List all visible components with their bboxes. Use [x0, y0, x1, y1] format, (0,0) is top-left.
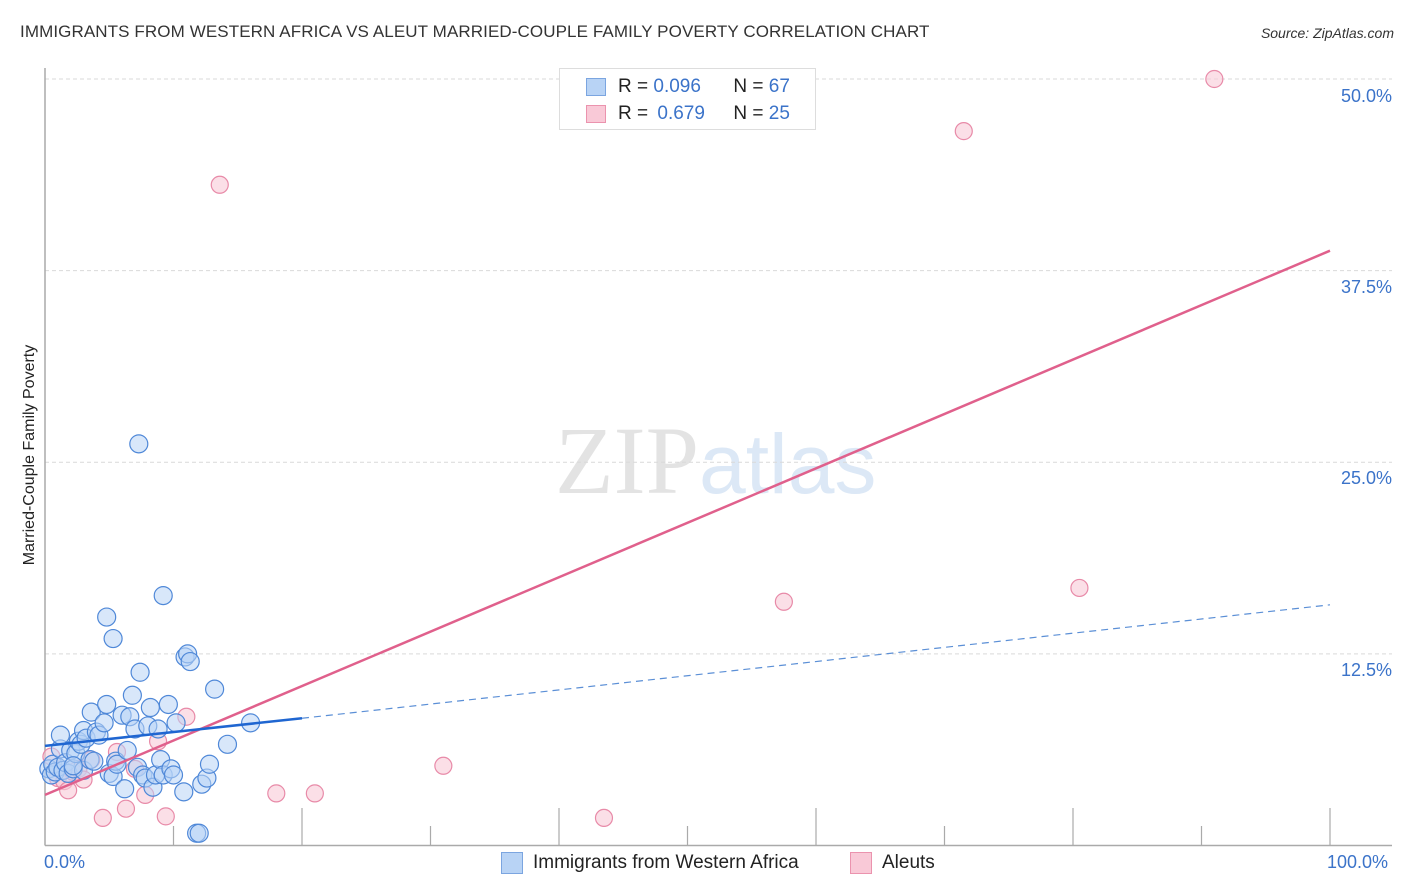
data-point [103, 628, 123, 649]
axes [44, 68, 1392, 847]
pink-swatch-icon [586, 105, 606, 123]
data-point [1070, 578, 1089, 598]
western-africa-trend-extension [301, 604, 1331, 719]
data-point [217, 734, 238, 754]
data-point [163, 765, 184, 785]
y-tick-12-5: 12.5% [1340, 660, 1392, 680]
data-point [434, 756, 453, 775]
legend-row-western-africa: R = 0.096 N = 67 [586, 76, 790, 98]
data-point [205, 679, 225, 699]
watermark: ZIPatlas [555, 405, 876, 516]
gridlines [45, 78, 1392, 655]
data-point [97, 694, 117, 715]
data-point [97, 607, 117, 627]
data-point [140, 697, 160, 718]
data-point [115, 779, 135, 799]
data-point [93, 808, 112, 828]
n-label: N = [733, 103, 764, 124]
legend-item-western-africa[interactable]: Immigrants from Western Africa [501, 852, 799, 874]
western-africa-points [39, 434, 261, 843]
data-point [158, 694, 178, 715]
trend-lines [44, 249, 1331, 797]
data-point [116, 799, 136, 818]
n-value: 25 [768, 103, 790, 124]
x-tick-0: 0.0% [44, 852, 86, 872]
aleuts-trend-line [44, 249, 1331, 797]
data-point [50, 725, 71, 745]
blue-swatch-icon [586, 78, 606, 96]
watermark-atlas: atlas [699, 417, 877, 511]
watermark-zip: ZIP [555, 407, 699, 514]
legend-label: Aleuts [882, 852, 935, 873]
blue-swatch-icon [501, 852, 523, 874]
data-point [1205, 69, 1224, 89]
data-point [180, 651, 200, 672]
data-point [166, 713, 186, 733]
r-value: 0.096 [653, 76, 701, 97]
y-tick-25: 25.0% [1340, 468, 1392, 488]
data-point [156, 807, 175, 826]
data-point [63, 756, 83, 776]
data-point [774, 592, 793, 611]
aleuts-points [42, 69, 1224, 828]
chart-title: IMMIGRANTS FROM WESTERN AFRICA VS ALEUT … [20, 22, 930, 41]
data-point [94, 713, 114, 733]
y-tick-50: 50.0% [1340, 86, 1392, 106]
r-value: 0.679 [657, 103, 705, 124]
data-point [267, 784, 286, 803]
legend-row-aleuts: R = 0.679 N = 25 [586, 103, 790, 125]
legend-item-aleuts[interactable]: Aleuts [850, 852, 935, 874]
legend-label: Immigrants from Western Africa [533, 852, 799, 873]
data-point [81, 702, 101, 722]
data-point [130, 662, 150, 682]
data-point [129, 434, 149, 454]
data-point [305, 784, 324, 803]
data-point [594, 808, 614, 828]
source-label: Source: ZipAtlas.com [1260, 25, 1394, 41]
y-tick-37-5: 37.5% [1340, 277, 1392, 297]
n-value: 67 [768, 76, 790, 97]
n-label: N = [733, 76, 764, 97]
x-tick-100: 100.0% [1327, 852, 1389, 872]
data-point [84, 751, 104, 771]
data-point [189, 823, 209, 843]
western-africa-trend-line [44, 717, 303, 748]
data-point [174, 782, 194, 802]
pink-swatch-icon [850, 852, 872, 874]
data-point [954, 122, 973, 141]
data-point [153, 586, 173, 606]
data-point [210, 175, 229, 194]
data-point [122, 685, 142, 705]
data-point [199, 754, 220, 774]
r-label: R = [618, 76, 649, 97]
r-label: R = [618, 103, 649, 124]
correlation-legend: R = 0.096 N = 67 R = 0.679 N = 25 [559, 68, 816, 130]
